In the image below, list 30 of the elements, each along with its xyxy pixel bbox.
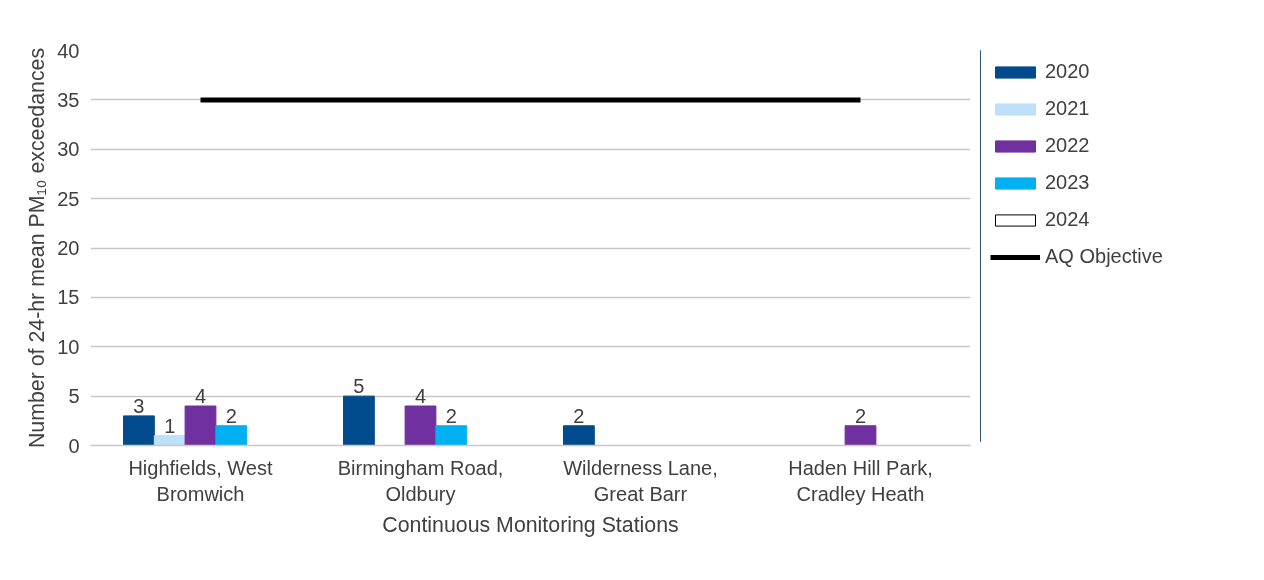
data-label: 2 bbox=[225, 404, 237, 427]
legend-label: 2024 bbox=[1045, 208, 1090, 231]
data-label: 2 bbox=[445, 404, 457, 427]
x-tick-label: Birmingham Road, Oldbury bbox=[337, 456, 504, 505]
y-tick-label: 40 bbox=[57, 39, 80, 62]
data-label: 3 bbox=[133, 394, 145, 417]
legend-label: AQ Objective bbox=[1045, 245, 1163, 268]
y-tick-label: 20 bbox=[57, 237, 80, 259]
data-label: 4 bbox=[194, 385, 207, 407]
x-tick-label: Highfields, West Bromwich bbox=[128, 456, 274, 505]
x-tick-label: Wilderness Lane, Great Barr bbox=[563, 456, 718, 505]
y-tick-label: 15 bbox=[57, 286, 80, 309]
y-tick-label: 35 bbox=[57, 88, 80, 111]
y-axis-title: Number of 24-hr mean PM₁₀ exceedances bbox=[25, 47, 50, 449]
data-label: 2 bbox=[854, 404, 867, 427]
y-tick-label: 5 bbox=[68, 385, 80, 408]
y-tick-label: 30 bbox=[57, 138, 80, 161]
legend-label: 2020 bbox=[1045, 60, 1090, 83]
legend-label: 2021 bbox=[1045, 97, 1090, 120]
x-axis-title: Continuous Monitoring Stations bbox=[382, 512, 679, 537]
y-tick-label: 0 bbox=[68, 434, 80, 457]
data-label: 4 bbox=[414, 385, 427, 407]
y-tick-label: 10 bbox=[57, 335, 80, 358]
data-label: 2 bbox=[573, 404, 585, 427]
data-label: 1 bbox=[164, 414, 176, 437]
x-tick-label: Haden Hill Park, Cradley Heath bbox=[788, 456, 933, 505]
data-label: 5 bbox=[353, 375, 365, 398]
legend-label: 2022 bbox=[1045, 134, 1090, 157]
y-tick-label: 25 bbox=[57, 187, 80, 210]
legend-label: 2023 bbox=[1045, 171, 1090, 194]
